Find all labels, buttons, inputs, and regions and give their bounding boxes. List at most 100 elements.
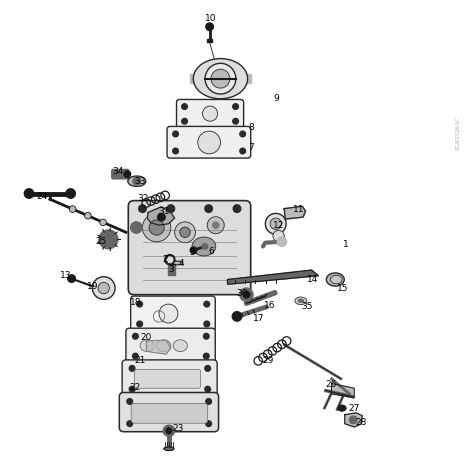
Circle shape bbox=[167, 205, 174, 212]
Ellipse shape bbox=[173, 340, 187, 352]
Circle shape bbox=[182, 118, 187, 124]
Text: 15: 15 bbox=[337, 283, 348, 292]
Circle shape bbox=[233, 118, 238, 124]
Circle shape bbox=[190, 247, 197, 254]
Circle shape bbox=[203, 353, 209, 359]
Bar bbox=[243, 74, 251, 83]
Circle shape bbox=[99, 230, 118, 249]
Circle shape bbox=[98, 283, 109, 294]
Circle shape bbox=[133, 333, 138, 339]
Circle shape bbox=[270, 218, 282, 229]
Circle shape bbox=[100, 219, 107, 226]
Text: 35: 35 bbox=[301, 302, 313, 311]
Ellipse shape bbox=[140, 340, 155, 352]
Text: 29: 29 bbox=[262, 356, 273, 365]
Circle shape bbox=[127, 399, 133, 404]
Circle shape bbox=[349, 416, 357, 424]
Circle shape bbox=[205, 205, 212, 212]
Circle shape bbox=[24, 189, 34, 198]
Polygon shape bbox=[345, 413, 362, 427]
Text: 13: 13 bbox=[60, 271, 72, 280]
Circle shape bbox=[66, 189, 75, 198]
Text: 0G3P1526-SC: 0G3P1526-SC bbox=[456, 116, 461, 150]
Polygon shape bbox=[228, 270, 318, 284]
Circle shape bbox=[129, 365, 135, 371]
Bar bbox=[190, 74, 198, 83]
FancyBboxPatch shape bbox=[122, 360, 217, 397]
Ellipse shape bbox=[330, 275, 342, 284]
Circle shape bbox=[273, 230, 284, 242]
Circle shape bbox=[206, 399, 211, 404]
Text: 9: 9 bbox=[273, 94, 279, 103]
Text: 32: 32 bbox=[138, 194, 149, 203]
Circle shape bbox=[180, 227, 190, 237]
Text: 27: 27 bbox=[348, 403, 360, 412]
Ellipse shape bbox=[337, 405, 346, 411]
Ellipse shape bbox=[298, 299, 304, 303]
Ellipse shape bbox=[205, 64, 236, 94]
Text: 7: 7 bbox=[248, 143, 254, 152]
Circle shape bbox=[207, 217, 224, 234]
FancyBboxPatch shape bbox=[119, 392, 219, 432]
Circle shape bbox=[243, 292, 250, 298]
Text: 19: 19 bbox=[87, 282, 99, 291]
Text: 4: 4 bbox=[179, 259, 184, 268]
Text: 16: 16 bbox=[264, 301, 276, 310]
Circle shape bbox=[92, 277, 115, 300]
Circle shape bbox=[143, 213, 171, 242]
Circle shape bbox=[159, 304, 178, 323]
Circle shape bbox=[240, 131, 246, 137]
Text: 34: 34 bbox=[112, 167, 124, 176]
FancyBboxPatch shape bbox=[131, 296, 215, 331]
FancyBboxPatch shape bbox=[126, 328, 215, 363]
Circle shape bbox=[204, 301, 210, 307]
Polygon shape bbox=[146, 340, 171, 354]
Circle shape bbox=[182, 104, 187, 109]
Text: 14: 14 bbox=[307, 275, 319, 284]
Circle shape bbox=[265, 213, 286, 234]
Circle shape bbox=[233, 205, 241, 212]
Text: 10: 10 bbox=[205, 14, 217, 23]
Circle shape bbox=[198, 131, 220, 154]
FancyBboxPatch shape bbox=[135, 369, 201, 388]
Text: 12: 12 bbox=[273, 221, 284, 230]
FancyBboxPatch shape bbox=[167, 127, 251, 158]
Circle shape bbox=[69, 206, 76, 212]
Text: 20: 20 bbox=[141, 333, 152, 342]
Text: 26: 26 bbox=[326, 380, 337, 389]
Ellipse shape bbox=[173, 261, 182, 265]
Circle shape bbox=[206, 421, 211, 427]
Text: 21: 21 bbox=[135, 356, 146, 365]
Text: 3: 3 bbox=[168, 264, 173, 273]
Circle shape bbox=[205, 365, 210, 371]
FancyBboxPatch shape bbox=[128, 201, 251, 295]
Circle shape bbox=[203, 333, 209, 339]
Circle shape bbox=[137, 321, 143, 327]
Polygon shape bbox=[147, 207, 174, 225]
Text: 24: 24 bbox=[36, 192, 48, 201]
Text: 23: 23 bbox=[172, 424, 183, 433]
Bar bbox=[207, 38, 212, 42]
Circle shape bbox=[204, 321, 210, 327]
Ellipse shape bbox=[295, 297, 307, 305]
Text: 8: 8 bbox=[248, 123, 254, 132]
Circle shape bbox=[133, 177, 141, 185]
Ellipse shape bbox=[192, 237, 216, 256]
Text: 30: 30 bbox=[236, 289, 247, 298]
Text: 6: 6 bbox=[208, 246, 214, 255]
Circle shape bbox=[202, 244, 208, 249]
Text: 17: 17 bbox=[253, 314, 264, 323]
Circle shape bbox=[240, 148, 246, 154]
Circle shape bbox=[139, 205, 146, 212]
Circle shape bbox=[233, 104, 238, 109]
Circle shape bbox=[131, 222, 142, 233]
Text: 2: 2 bbox=[163, 255, 168, 264]
FancyBboxPatch shape bbox=[176, 100, 244, 128]
Ellipse shape bbox=[193, 59, 247, 99]
Text: 5: 5 bbox=[190, 247, 195, 256]
FancyBboxPatch shape bbox=[112, 169, 129, 179]
Circle shape bbox=[173, 131, 178, 137]
Ellipse shape bbox=[128, 176, 146, 186]
Text: 1: 1 bbox=[343, 239, 348, 248]
Circle shape bbox=[84, 212, 91, 219]
